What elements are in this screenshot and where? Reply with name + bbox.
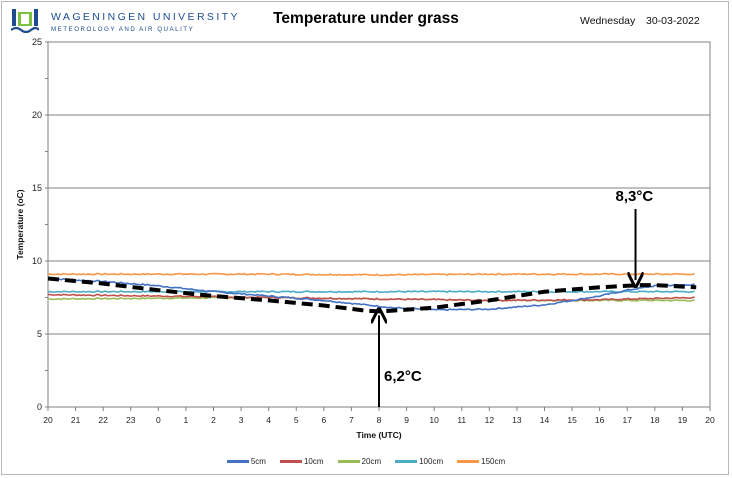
x-tick-label: 18 xyxy=(650,415,660,425)
y-tick-label: 0 xyxy=(37,402,42,412)
x-tick-label: 10 xyxy=(429,415,439,425)
y-axis-label: Temperature (oC) xyxy=(15,189,25,259)
legend-label: 20cm xyxy=(361,457,382,466)
legend-item-10cm: 10cm xyxy=(279,457,324,466)
series-line-5cm xyxy=(47,277,695,312)
wageningen-logo: WAGENINGEN UNIVERSITY METEOROLOGY AND AI… xyxy=(9,8,237,38)
legend-label: 10cm xyxy=(303,457,324,466)
x-tick-label: 20 xyxy=(43,415,53,425)
max-annotation-label: 8,3°C xyxy=(616,188,654,205)
x-tick-label: 2 xyxy=(211,415,216,425)
weekday-label: Wednesday xyxy=(580,15,636,27)
chart-legend: 5cm 10cm 20cm 100cm 150cm xyxy=(0,457,732,466)
x-tick-label: 9 xyxy=(404,415,409,425)
legend-label: 100cm xyxy=(419,457,444,466)
series-line-10cm xyxy=(47,293,695,302)
legend-swatch xyxy=(279,460,302,463)
x-tick-label: 16 xyxy=(595,415,605,425)
legend-swatch xyxy=(337,460,360,463)
legend-item-5cm: 5cm xyxy=(226,457,266,466)
series-line-150cm xyxy=(47,272,695,277)
legend-label: 5cm xyxy=(250,457,266,466)
x-tick-label: 12 xyxy=(485,415,495,425)
legend-item-100cm: 100cm xyxy=(395,457,443,466)
legend-swatch xyxy=(395,460,418,463)
x-tick-label: 8 xyxy=(377,415,382,425)
x-tick-label: 22 xyxy=(98,415,108,425)
x-tick-label: 1 xyxy=(184,415,189,425)
x-tick-label: 20 xyxy=(705,415,715,425)
department-name: METEOROLOGY AND AIR QUALITY xyxy=(51,26,195,33)
y-tick-label: 10 xyxy=(32,256,42,266)
legend-swatch xyxy=(226,460,249,463)
legend-label: 150cm xyxy=(481,457,506,466)
legend-swatch xyxy=(457,460,480,463)
x-tick-label: 5 xyxy=(294,415,299,425)
y-tick-label: 25 xyxy=(32,37,42,47)
y-tick-label: 15 xyxy=(32,183,42,193)
date-label: 30-03-2022 xyxy=(646,15,700,27)
x-tick-label: 21 xyxy=(71,415,81,425)
min-annotation-label: 6,2°C xyxy=(384,368,422,385)
x-tick-label: 6 xyxy=(321,415,326,425)
x-tick-label: 4 xyxy=(266,415,271,425)
x-tick-label: 23 xyxy=(126,415,136,425)
series-line-100cm xyxy=(47,290,695,294)
chart-title: Temperature under grass xyxy=(273,10,459,27)
x-tick-label: 3 xyxy=(239,415,244,425)
y-tick-label: 20 xyxy=(32,110,42,120)
legend-item-150cm: 150cm xyxy=(457,457,505,466)
x-tick-label: 11 xyxy=(457,415,466,425)
x-tick-label: 7 xyxy=(349,415,354,425)
x-tick-label: 14 xyxy=(540,415,550,425)
university-name: WAGENINGEN UNIVERSITY xyxy=(51,11,240,23)
x-tick-label: 17 xyxy=(623,415,633,425)
x-tick-label: 15 xyxy=(567,415,577,425)
y-tick-label: 5 xyxy=(37,329,42,339)
x-tick-label: 19 xyxy=(678,415,688,425)
legend-item-20cm: 20cm xyxy=(337,457,382,466)
x-axis-label: Time (UTC) xyxy=(356,430,401,440)
x-tick-label: 0 xyxy=(156,415,161,425)
wur-logo-icon xyxy=(11,9,39,33)
x-tick-label: 13 xyxy=(512,415,522,425)
